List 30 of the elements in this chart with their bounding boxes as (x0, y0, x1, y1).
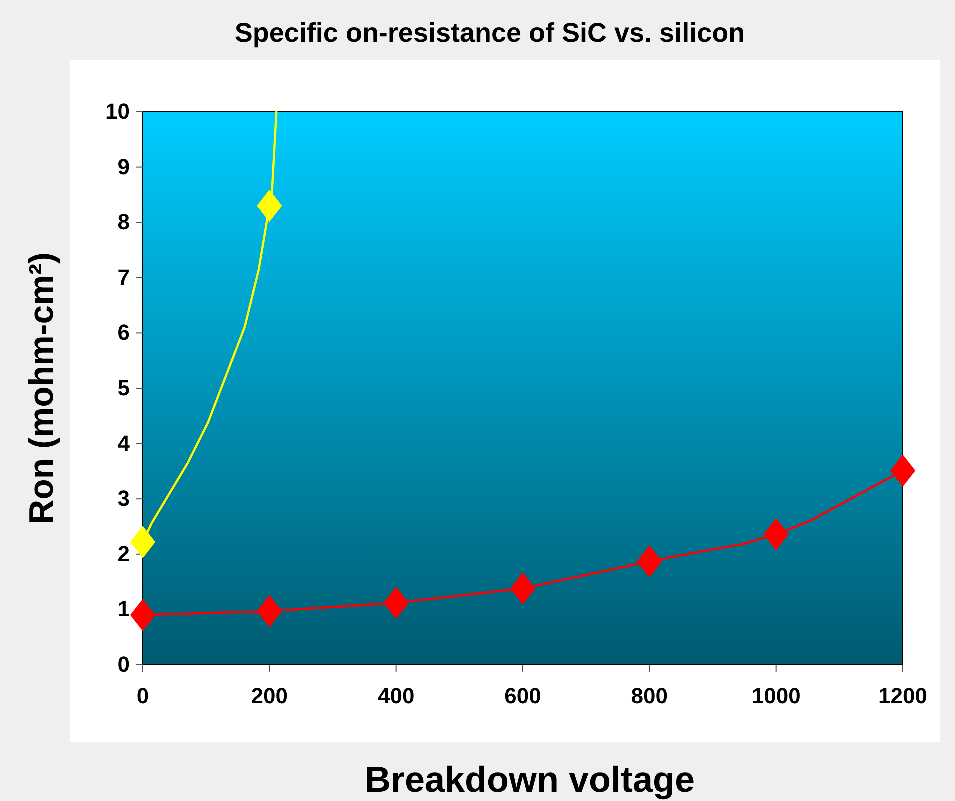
y-tick-label: 9 (118, 154, 130, 180)
point (384, 586, 409, 620)
y-axis-title: Ron (mohm-cm²) (23, 252, 61, 524)
x-tick-label: 400 (378, 684, 415, 709)
point (130, 526, 156, 558)
y-tick-label: 2 (118, 541, 130, 566)
y-tick-label: 7 (118, 264, 130, 290)
x-tick-label: 1000 (752, 684, 801, 709)
point (510, 572, 536, 605)
y-tick-label: 4 (118, 430, 131, 456)
x-tick-label: 600 (504, 684, 542, 709)
x-tick-label: 0 (136, 684, 150, 709)
y-tick-label: 5 (118, 376, 130, 401)
y-tick-label: 3 (118, 486, 130, 512)
y-tick-label: 8 (118, 210, 130, 235)
y-tick-label: 1 (118, 596, 130, 622)
point (637, 545, 662, 578)
x-axis-title: Breakdown voltage (364, 759, 696, 800)
x-tick-label: 200 (251, 684, 288, 709)
x-tick-label: 800 (631, 684, 668, 709)
point (890, 454, 916, 488)
point (130, 599, 156, 632)
point (257, 595, 282, 628)
x-tick-label: 1200 (878, 684, 928, 709)
y-tick-label: 10 (106, 99, 130, 124)
point (257, 190, 282, 222)
point (764, 518, 789, 551)
chart-title: Specific on-resistance of SiC vs. silicon (234, 18, 746, 48)
y-tick-label: 0 (118, 652, 130, 678)
y-tick-label: 6 (118, 320, 130, 346)
